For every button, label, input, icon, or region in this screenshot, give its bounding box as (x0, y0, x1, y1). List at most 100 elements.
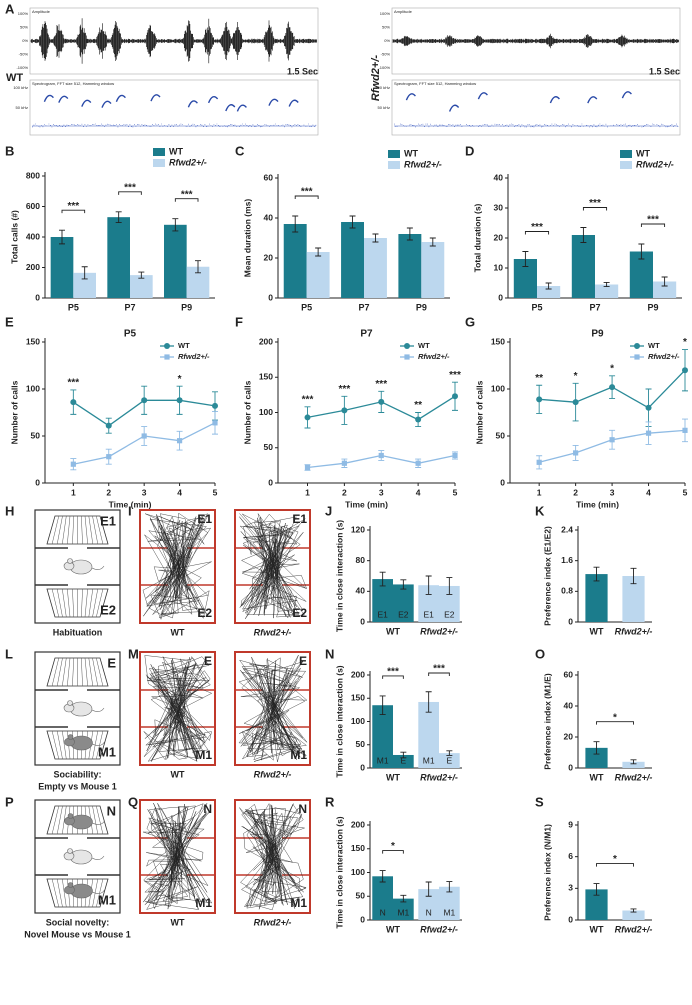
track-walls (235, 689, 310, 728)
legend-swatch (388, 150, 400, 158)
point (105, 422, 112, 429)
bar (164, 224, 187, 298)
significance-bracket (294, 195, 319, 199)
y-tick-label: 0 (568, 914, 573, 924)
bar (393, 584, 414, 622)
point (452, 393, 458, 400)
significance-bracket (61, 209, 86, 214)
point (682, 367, 688, 374)
x-tick-label: 1 (71, 487, 76, 497)
y-tick-label: 100 (491, 383, 505, 393)
x-axis-label: Time (min) (345, 499, 388, 509)
error-bar (292, 215, 299, 233)
x-tick-label: 3 (142, 487, 147, 497)
significance-bracket (582, 207, 608, 211)
bar (398, 234, 422, 298)
annotation: * (610, 363, 614, 374)
y-axis-label: Time in close interaction (s) (334, 665, 344, 777)
track-path (239, 513, 307, 620)
bar (513, 259, 537, 298)
significance-label: *** (301, 187, 313, 198)
x-tick-label: 1 (537, 487, 542, 497)
cup-label: M1 (98, 744, 116, 759)
arena-walls (35, 837, 120, 876)
cup-label: M1 (195, 748, 212, 762)
mouse-ear (67, 848, 73, 854)
y-tick-label: 100 (351, 716, 365, 726)
y-tick-label: 50 (356, 891, 366, 901)
bar (73, 272, 96, 298)
y-tick-label: 80 (356, 555, 366, 565)
mouse-tail (92, 889, 105, 894)
bar (439, 585, 460, 622)
chart-title: P9 (591, 329, 604, 340)
annotation: *** (449, 370, 461, 381)
mouse-ear (67, 700, 73, 706)
x-tick-label: Rfwd2+/- (615, 924, 653, 934)
y-tick-label: 100 (26, 383, 40, 393)
bar (283, 224, 307, 298)
point (682, 427, 688, 433)
error-bar (400, 579, 407, 590)
significance-label: *** (433, 664, 445, 675)
bar (585, 889, 608, 920)
panel-label: L (5, 646, 13, 661)
point (212, 420, 218, 426)
amplitude-tick-label: 100% (380, 11, 391, 16)
spectrogram-calls (405, 91, 632, 112)
bar-label: M1 (423, 755, 435, 765)
point (415, 416, 422, 423)
x-tick-label: Rfwd2+/- (615, 626, 653, 636)
y-tick-label: 100 (259, 407, 273, 417)
amplitude-tick-label: 0% (384, 38, 390, 43)
scale-label: 1.5 Sec (287, 66, 318, 76)
mouse-tail (91, 855, 105, 860)
frequency-tick-label: 50 kHz (16, 105, 28, 110)
x-axis-label: Time (min) (109, 499, 152, 509)
point (106, 454, 112, 460)
y-tick-label: 3 (568, 883, 573, 893)
x-tick-label: WT (590, 924, 604, 934)
y-tick-label: 150 (351, 843, 365, 853)
cup-label: E (107, 655, 116, 670)
y-tick-label: 40 (564, 700, 574, 710)
y-axis-label: Total calls (#) (9, 210, 19, 264)
x-tick-label: WT (386, 924, 400, 934)
y-tick-label: 200 (26, 262, 40, 272)
bar (439, 753, 460, 768)
genotype-label: WT (6, 72, 23, 84)
y-tick-label: 50 (356, 739, 366, 749)
y-axis-label: Number of calls (9, 380, 19, 444)
x-tick-label: P7 (358, 302, 369, 312)
bar (622, 761, 645, 768)
legend-swatch (153, 148, 165, 156)
cup-bars (51, 515, 104, 545)
bar (571, 235, 595, 298)
legend-label: WT (178, 341, 190, 350)
track-path (142, 802, 213, 910)
error-bar (446, 881, 453, 893)
significance-label: * (613, 712, 617, 723)
track-walls (140, 837, 215, 876)
legend-label: WT (404, 148, 418, 158)
legend-marker (404, 354, 410, 360)
panel-label: C (235, 143, 245, 158)
spectrogram-noise (32, 123, 317, 128)
x-tick-label: Rfwd2+/- (420, 772, 458, 782)
error-bar (400, 894, 407, 903)
legend-swatch (388, 161, 400, 169)
error-bar (661, 276, 668, 287)
error-bar (429, 237, 436, 247)
y-tick-label: 40 (356, 586, 366, 596)
y-tick-label: 40 (494, 172, 504, 182)
point (176, 438, 183, 444)
point (141, 433, 147, 439)
error-bar (406, 227, 413, 241)
y-axis-label: Number of calls (474, 380, 484, 444)
y-tick-label: 50 (31, 430, 41, 440)
bar (595, 284, 619, 298)
y-tick-label: 9 (568, 819, 573, 829)
annotation: *** (339, 384, 351, 395)
genotype-label: Rfwd2+/- (370, 55, 382, 101)
significance-bracket (524, 231, 550, 235)
